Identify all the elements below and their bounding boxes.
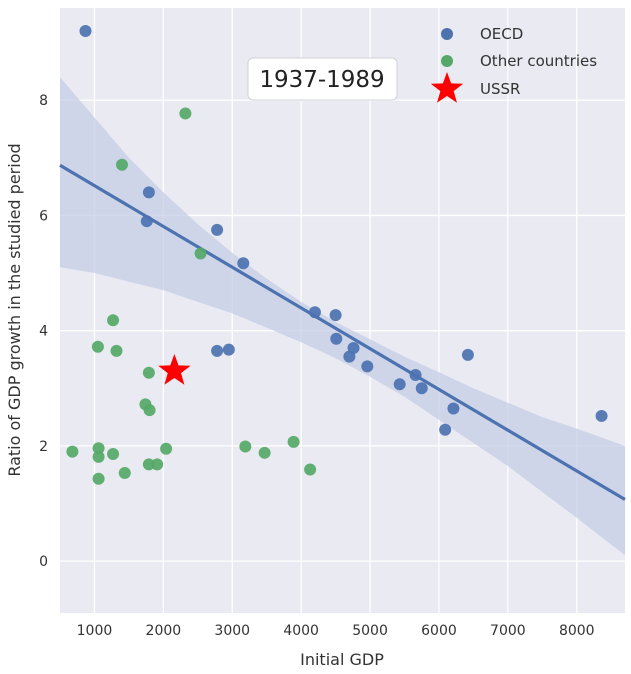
- y-axis-label: Ratio of GDP growth in the studied perio…: [5, 143, 24, 476]
- oecd-point: [409, 369, 422, 382]
- other-country-point: [194, 247, 207, 260]
- x-tick-label: 6000: [421, 623, 457, 639]
- oecd-point: [439, 423, 452, 436]
- legend-star-marker: [430, 72, 464, 103]
- other-country-point: [287, 435, 300, 448]
- other-country-point: [116, 158, 129, 171]
- oecd-point: [415, 382, 428, 395]
- other-country-point: [66, 445, 79, 458]
- x-tick-label: 2000: [146, 623, 182, 639]
- oecd-point: [211, 344, 224, 357]
- other-country-point: [142, 458, 155, 471]
- legend-label: Other countries: [480, 52, 597, 70]
- oecd-point: [329, 309, 342, 322]
- y-tick-label: 6: [39, 208, 48, 224]
- oecd-point: [308, 306, 321, 319]
- x-tick-label: 4000: [283, 623, 319, 639]
- oecd-point: [461, 348, 474, 361]
- other-country-point: [107, 447, 120, 460]
- oecd-point: [142, 186, 155, 199]
- ussr-star-point: [158, 354, 191, 385]
- other-country-point: [91, 340, 104, 353]
- oecd-point: [330, 332, 343, 345]
- other-country-point: [107, 314, 120, 327]
- y-tick-label: 4: [39, 324, 48, 340]
- other-country-point: [143, 404, 156, 417]
- other-country-point: [258, 446, 271, 459]
- other-country-point: [92, 442, 105, 455]
- oecd-point: [222, 343, 235, 356]
- oecd-point: [237, 257, 250, 270]
- oecd-point: [595, 409, 608, 422]
- oecd-point: [361, 360, 374, 373]
- annotation-box: [247, 57, 398, 101]
- legend-label: OECD: [480, 25, 523, 43]
- x-tick-labels: 1000 2000 3000 4000 5000 6000 7000 8000: [77, 623, 595, 639]
- other-country-point: [92, 472, 105, 485]
- confidence-band: [60, 77, 625, 556]
- other-country-point: [151, 458, 164, 471]
- x-tick-label: 7000: [490, 623, 526, 639]
- legend-label: USSR: [480, 80, 520, 98]
- oecd-point: [140, 215, 153, 228]
- oecd-point: [393, 378, 406, 391]
- other-country-point: [239, 440, 252, 453]
- other-country-point: [92, 450, 105, 463]
- data-points: [66, 25, 608, 485]
- legend: OECD Other countries USSR: [430, 25, 597, 103]
- oecd-point: [79, 25, 92, 38]
- oecd-point: [211, 223, 224, 236]
- other-country-point: [118, 466, 131, 479]
- x-tick-label: 8000: [559, 623, 595, 639]
- legend-marker: [441, 55, 453, 67]
- y-tick-label: 0: [39, 554, 48, 570]
- annotation-text: 1937-1989: [259, 67, 384, 93]
- y-tick-label: 8: [39, 93, 48, 109]
- other-country-point: [179, 107, 192, 120]
- regression-line: [59, 163, 626, 501]
- x-tick-label: 5000: [352, 623, 388, 639]
- legend-marker: [441, 28, 453, 40]
- period-annotation: 1937-1989: [247, 57, 398, 101]
- x-tick-label: 1000: [77, 623, 113, 639]
- oecd-point: [343, 350, 356, 363]
- other-country-point: [142, 366, 155, 379]
- other-country-point: [304, 463, 317, 476]
- other-country-point: [160, 442, 173, 455]
- y-tick-labels: 0 2 4 6 8: [39, 93, 48, 570]
- other-country-point: [110, 344, 123, 357]
- x-tick-label: 3000: [214, 623, 250, 639]
- x-axis-label: Initial GDP: [300, 650, 384, 669]
- plot-background: [60, 8, 625, 613]
- oecd-point: [447, 402, 460, 415]
- y-tick-label: 2: [39, 439, 48, 455]
